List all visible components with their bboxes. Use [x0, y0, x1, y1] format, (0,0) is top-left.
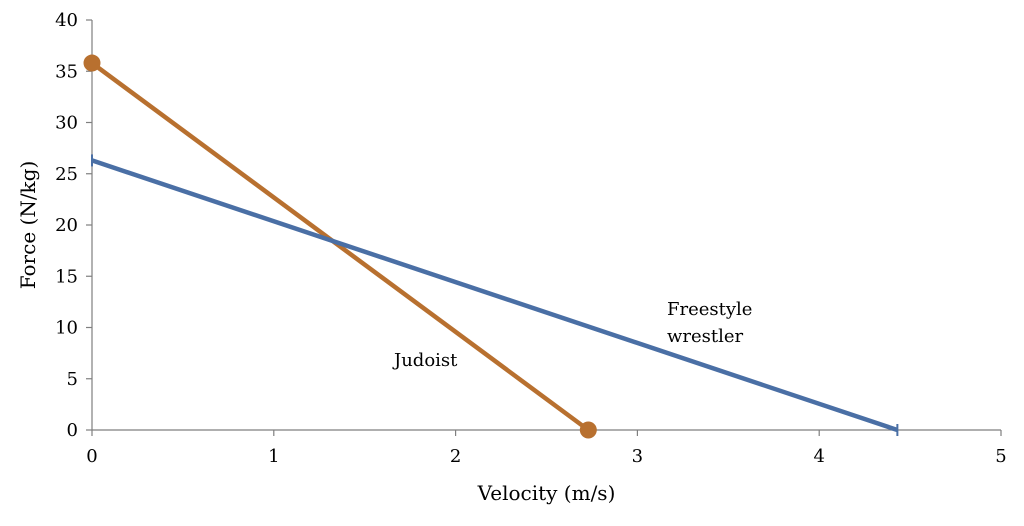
annotations: Judoist Freestyle wrestler	[392, 299, 752, 371]
y-tick-label: 20	[55, 215, 78, 236]
x-ticks: 0 1 2 3 4 5	[86, 430, 1007, 467]
y-tick-label: 25	[55, 164, 78, 185]
y-tick-label: 5	[67, 369, 78, 390]
x-axis-title: Velocity (m/s)	[477, 481, 616, 505]
y-ticks: 0 5 10 15 20 25 30 35 40	[55, 10, 92, 441]
freestyle-wrestler-label-line2: wrestler	[667, 326, 744, 347]
x-tick-label: 2	[450, 446, 461, 467]
x-tick-label: 0	[86, 446, 97, 467]
series-layer	[83, 54, 899, 439]
series-line	[91, 158, 899, 433]
judoist-label: Judoist	[392, 350, 458, 371]
y-tick-label: 35	[55, 61, 78, 82]
series-line	[90, 61, 590, 432]
y-tick-label: 30	[55, 113, 78, 134]
series-judoist	[83, 54, 597, 439]
y-tick-label: 40	[55, 10, 78, 31]
x-tick-label: 5	[995, 446, 1006, 467]
series-freestyle-wrestler	[91, 154, 899, 436]
freestyle-wrestler-label-line1: Freestyle	[667, 299, 752, 320]
y-tick-label: 0	[67, 420, 78, 441]
data-point	[83, 54, 101, 72]
x-tick-label: 3	[632, 446, 643, 467]
x-tick-label: 4	[813, 446, 824, 467]
y-tick-label: 10	[55, 318, 78, 339]
x-tick-label: 1	[268, 446, 279, 467]
y-axis-title: Force (N/kg)	[16, 161, 40, 290]
data-point	[579, 421, 597, 439]
axes	[91, 20, 1001, 431]
y-tick-label: 15	[55, 266, 78, 287]
